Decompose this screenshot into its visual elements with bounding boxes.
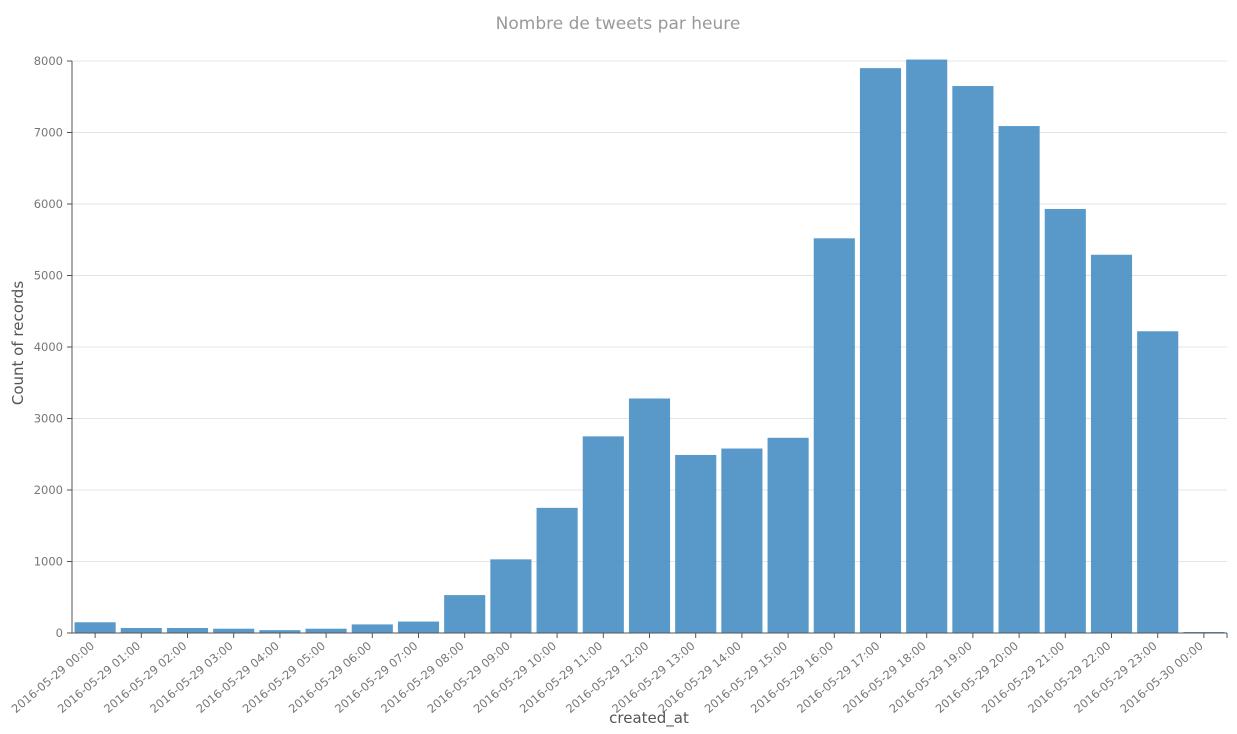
x-tick-label: 2016-05-29 19:00: [886, 639, 974, 716]
x-tick-label: 2016-05-29 03:00: [147, 639, 235, 716]
x-tick-label: 2016-05-29 02:00: [101, 639, 189, 716]
bar: [213, 628, 255, 633]
x-tick-label: 2016-05-29 06:00: [286, 639, 374, 716]
x-tick-label: 2016-05-29 09:00: [424, 639, 512, 716]
x-tick-label: 2016-05-29 13:00: [609, 639, 697, 716]
x-tick-label: 2016-05-29 08:00: [378, 639, 466, 716]
y-tick-label: 4000: [34, 340, 63, 354]
bar: [1090, 254, 1133, 633]
y-tick-label: 3000: [34, 412, 63, 426]
bar: [1044, 209, 1086, 633]
bar: [906, 59, 948, 633]
bar: [74, 622, 116, 633]
x-tick-label: 2016-05-29 10:00: [471, 639, 559, 716]
x-tick-label: 2016-05-29 23:00: [1071, 639, 1159, 716]
x-tick-label: 2016-05-29 21:00: [979, 639, 1067, 716]
bar: [166, 627, 209, 633]
y-tick-label: 1000: [34, 555, 63, 569]
x-tick-label: 2016-05-29 15:00: [702, 639, 790, 716]
bar: [397, 621, 440, 633]
x-tick-label: 2016-05-29 14:00: [655, 639, 743, 716]
y-tick-labels: 0 1000 2000 3000 4000 5000 6000 7000 8000: [34, 54, 63, 640]
bars: [74, 59, 1225, 633]
y-tick-label: 2000: [34, 483, 63, 497]
bar: [305, 628, 347, 633]
x-tick-label: 2016-05-29 17:00: [794, 639, 882, 716]
bar: [675, 454, 717, 633]
bar: [628, 398, 671, 633]
y-tick-label: 6000: [34, 197, 63, 211]
x-tick-label: 2016-05-29 11:00: [517, 639, 605, 716]
x-tick-label: 2016-05-30 00:00: [1117, 639, 1205, 716]
x-tick-label: 2016-05-29 12:00: [563, 639, 651, 716]
bar: [952, 86, 994, 633]
chart-title: Nombre de tweets par heure: [496, 14, 741, 34]
x-tick-label: 2016-05-29 16:00: [748, 639, 836, 716]
x-axis-title: created_at: [609, 709, 689, 728]
bar: [767, 437, 809, 633]
x-tick-label: 2016-05-29 22:00: [1025, 639, 1113, 716]
y-tick-label: 0: [56, 626, 63, 640]
bar: [582, 436, 624, 633]
y-tick-label: 7000: [34, 126, 63, 140]
bar: [259, 630, 301, 633]
x-tick-label: 2016-05-29 00:00: [9, 639, 97, 716]
bar: [998, 126, 1040, 633]
bar: [1137, 331, 1179, 633]
axes: [67, 60, 1228, 638]
x-tick-label: 2016-05-29 20:00: [933, 639, 1021, 716]
bar: [859, 68, 902, 633]
bar: [351, 624, 393, 633]
bar: [721, 448, 763, 633]
bar: [813, 238, 855, 633]
bar: [444, 595, 486, 633]
x-tick-label: 2016-05-29 01:00: [55, 639, 143, 716]
x-tick-label: 2016-05-29 07:00: [332, 639, 420, 716]
x-tick-label: 2016-05-29 18:00: [840, 639, 928, 716]
bar: [120, 627, 162, 633]
x-tick-label: 2016-05-29 05:00: [240, 639, 328, 716]
x-tick-label: 2016-05-29 04:00: [193, 639, 281, 716]
y-tick-label: 8000: [34, 54, 63, 68]
y-tick-label: 5000: [34, 269, 63, 283]
bar: [490, 559, 532, 633]
y-axis-title: Count of records: [9, 281, 27, 405]
bar: [536, 507, 578, 633]
